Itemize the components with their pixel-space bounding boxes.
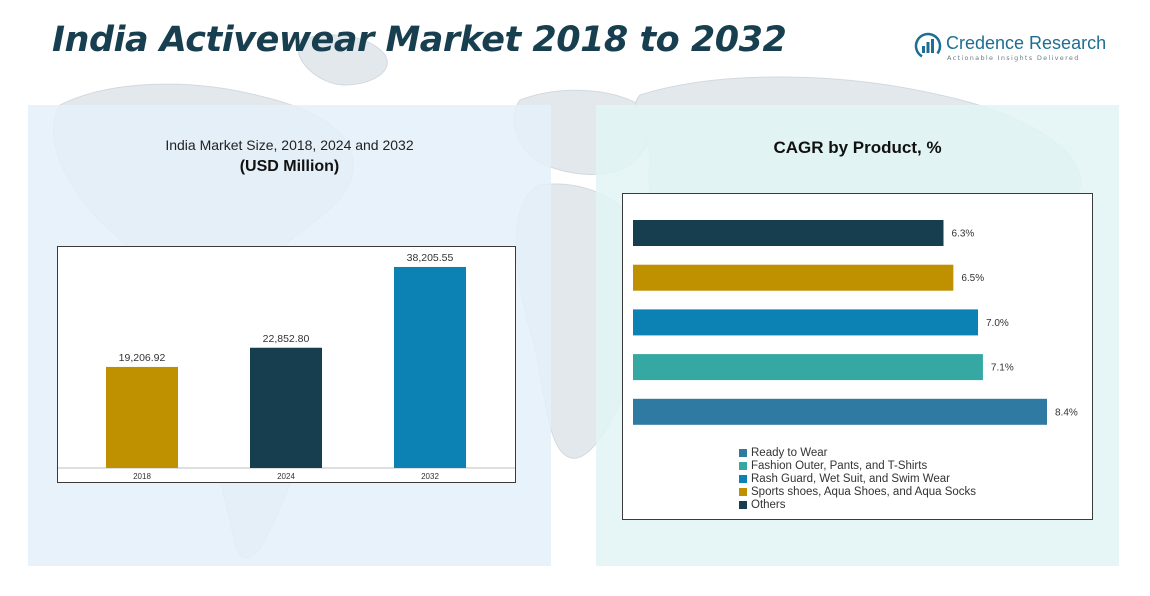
hbar-2 [633, 264, 954, 291]
cagr-legend: Ready to Wear Fashion Outer, Pants, and … [739, 446, 976, 511]
hbar-value-label: 8.4% [1055, 407, 1078, 418]
bar-value-label: 38,205.55 [407, 252, 454, 264]
legend-item-fashion-outer: Fashion Outer, Pants, and T-Shirts [739, 459, 976, 472]
legend-item-ready-to-wear: Ready to Wear [739, 446, 976, 459]
bar-value-label: 19,206.92 [119, 352, 166, 364]
cagr-panel: CAGR by Product, % 6.3% 6.5% 7.0% 7.1% 8.4% … [596, 105, 1119, 566]
cagr-chart-frame: 6.3% 6.5% 7.0% 7.1% 8.4% Ready to Wear Fashi… [622, 193, 1093, 520]
hbar-value-label: 7.1% [991, 363, 1014, 374]
legend-label: Fashion Outer, Pants, and T-Shirts [751, 459, 928, 472]
logo-name: Credence Research [946, 33, 1107, 53]
bar-2024 [250, 347, 322, 468]
credence-research-logo: Credence Research Actionable Insights De… [914, 31, 1107, 63]
market-size-chart-title: India Market Size, 2018, 2024 and 2032 [165, 137, 414, 153]
bar-value-label: 22,852.80 [263, 333, 310, 345]
legend-swatch [739, 474, 747, 483]
market-size-bar-chart: 19,206.92 2018 22,852.80 2024 38,205.55 2032 [58, 252, 515, 481]
legend-swatch [739, 500, 747, 509]
hbar-3 [633, 309, 978, 336]
legend-label: Sports shoes, Aqua Shoes, and Aqua Socks [751, 485, 977, 498]
logo-tagline: Actionable Insights Delivered [947, 54, 1080, 62]
legend-item-rash-guard: Rash Guard, Wet Suit, and Swim Wear [739, 472, 976, 485]
hbar-5 [633, 398, 1047, 425]
market-size-chart-subtitle: (USD Million) [239, 158, 340, 175]
legend-swatch [739, 461, 747, 470]
hbar-1 [633, 220, 944, 246]
logo-chart-icon [914, 32, 942, 60]
legend-swatch [739, 448, 747, 457]
legend-swatch [739, 487, 747, 496]
cagr-horizontal-bar-chart: 6.3% 6.5% 7.0% 7.1% 8.4% [633, 220, 1078, 425]
cagr-chart-title: CAGR by Product, % [773, 138, 942, 157]
market-size-panel: India Market Size, 2018, 2024 and 2032 (… [28, 105, 551, 566]
market-size-chart-frame: 19,206.92 2018 22,852.80 2024 38,205.55 2032 [57, 246, 516, 483]
bar-2032 [394, 266, 466, 468]
hbar-value-label: 6.5% [961, 273, 984, 284]
legend-label: Rash Guard, Wet Suit, and Swim Wear [751, 472, 950, 485]
legend-item-others: Others [739, 498, 976, 511]
x-tick-label: 2018 [133, 472, 151, 481]
x-tick-label: 2032 [421, 472, 439, 481]
page-title: India Activewear Market 2018 to 2032 [52, 20, 787, 60]
legend-label: Ready to Wear [751, 446, 828, 459]
legend-item-sports-shoes: Sports shoes, Aqua Shoes, and Aqua Socks [739, 485, 976, 498]
x-tick-label: 2024 [277, 472, 295, 481]
legend-label: Others [751, 498, 786, 511]
hbar-value-label: 7.0% [986, 318, 1009, 329]
hbar-value-label: 6.3% [952, 229, 975, 240]
hbar-4 [633, 354, 983, 381]
bar-2018 [106, 366, 178, 468]
